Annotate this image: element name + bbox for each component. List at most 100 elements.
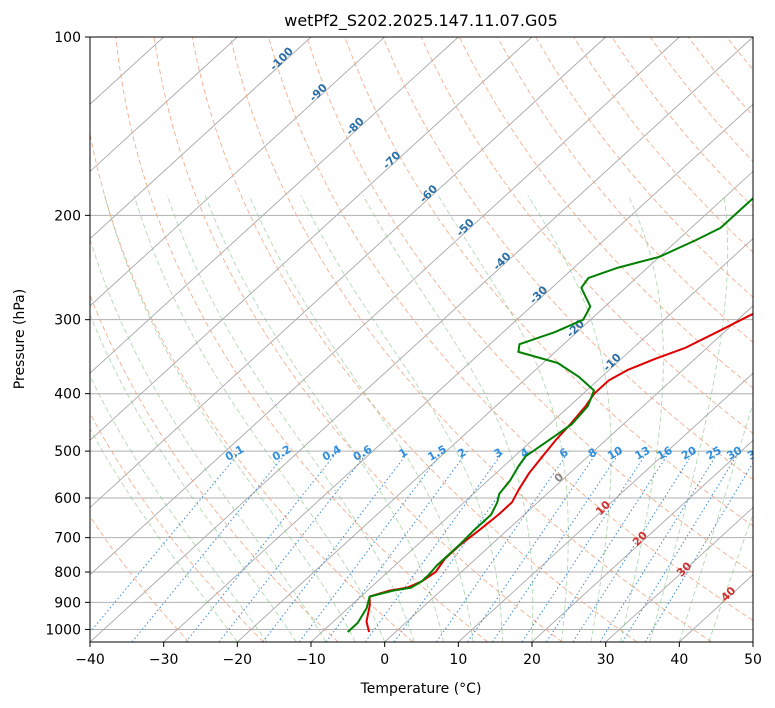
chart-title: wetPf2_S202.2025.147.11.07.G05 [284,11,558,31]
mixing-ratio-line [325,450,468,642]
mixing-ratio-line [218,450,369,642]
moist-adiabat-line [204,195,445,642]
y-tick-label: 100 [54,30,81,46]
dry-adiabat-line [726,37,753,71]
y-tick-label: 900 [54,595,81,611]
mixing-ratio-label: 2 [455,446,468,461]
mixing-ratio-line [467,450,599,642]
plot-frame [89,36,754,643]
mixing-ratio-label: 25 [704,444,724,463]
moist-adiabat-line [362,195,534,642]
mixing-ratio-line [435,450,570,642]
mixing-ratio-line [621,450,740,642]
mixing-ratio-label: 0.1 [223,443,246,464]
axis-ticks: −40 −30 −20 −10 0 10 20 30 40 50 1000 900 800 700 600 5… [45,30,762,668]
moist-adiabat-line [90,237,327,642]
x-tick-label: −30 [149,652,179,668]
isotherm-line [384,305,753,642]
sounding-profiles [347,196,753,633]
isotherm-label: -60 [417,182,440,205]
y-tick-label: 700 [54,531,81,547]
y-tick-label: 800 [54,565,81,581]
wet-adiabat-label: 10 [593,498,613,518]
moist-adiabat-line [300,195,503,642]
mixing-ratio-line [262,450,410,642]
moist-adiabat-line [166,195,415,642]
mixing-ratio-line [298,450,444,642]
dry-adiabat-line [649,37,753,163]
dry-adiabat-line [611,37,753,208]
mixing-ratio-label: 3 [492,446,505,461]
dry-adiabat-line [115,37,488,642]
mixing-ratio-label: 0.4 [320,442,344,463]
isotherm-line [531,439,753,642]
y-tick-label: 400 [54,387,81,403]
moist-adiabat-line [90,427,238,642]
moist-adiabat-line [104,195,356,642]
isotherm-label: -90 [307,81,330,104]
x-tick-label: 40 [670,652,688,668]
x-tick-label: 0 [380,652,389,668]
dewpoint-profile-line [347,196,753,633]
moist-adiabat-line [133,195,386,642]
background-reference-lines [90,37,775,642]
dry-adiabat-line [90,131,414,642]
mixing-ratio-line [644,461,753,642]
mixing-ratio-label: 0.6 [351,442,375,463]
mixing-ratio-label: 20 [679,444,699,463]
reference-line-labels: 0.1 0.2 0.4 0.6 1 1.5 2 3 4 6 8 10 13 16 20 25 30 36-100-… [223,44,753,604]
wet-adiabat-label: 40 [718,584,738,604]
y-tick-label: 600 [54,491,81,507]
y-tick-label: 500 [54,444,81,460]
moist-adiabat-line [708,513,753,642]
isotherm-line [90,37,606,509]
moist-adiabat-line [90,374,268,642]
x-tick-label: −40 [75,652,105,668]
mixing-ratio-label: 0.2 [270,443,293,464]
isotherm-line [752,641,753,642]
x-tick-label: 20 [523,652,541,668]
mixing-ratio-label: 6 [557,445,570,460]
dry-adiabat-line [344,37,753,527]
mixing-ratio-line [90,450,242,633]
moist-adiabat-line [90,313,297,642]
dry-adiabat-line [90,412,264,642]
dry-adiabat-line [191,37,638,642]
dry-adiabat-line [765,37,775,642]
x-tick-label: 30 [597,652,615,668]
moist-adiabat-line [248,195,474,642]
mixing-ratio-label: 1.5 [425,443,448,464]
x-tick-label: −20 [223,652,253,668]
isotherm-line [90,37,238,173]
moist-adiabat-line [649,195,729,642]
dry-adiabat-line [382,37,753,481]
isotherm-label: -70 [380,148,403,171]
isotherm-line [458,372,753,642]
dry-adiabat-line [229,37,712,642]
x-axis-label: Temperature (°C) [360,681,482,697]
isotherm-line [90,37,312,240]
isotherm-line [90,37,753,642]
isotherm-line [90,37,385,307]
dry-adiabat-line [306,37,753,574]
mixing-ratio-label: 10 [605,444,625,463]
isotherm-label: -30 [527,283,550,306]
isotherm-line [90,37,680,576]
x-tick-label: 50 [744,652,762,668]
mixing-ratio-line [364,450,505,642]
y-tick-label: 1000 [45,622,81,638]
isotherm-line [605,506,753,642]
mixing-ratio-line [572,450,695,642]
y-axis-label: Pressure (hPa) [12,289,28,389]
dry-adiabat-line [268,37,753,621]
dry-adiabat-line [535,37,753,298]
mixing-ratio-line [599,450,720,642]
mixing-ratio-line [393,450,531,642]
mixing-ratio-line [185,450,338,642]
moist-adiabat-line [619,195,664,642]
isotherm-line [163,103,753,642]
isotherm-line [90,37,459,374]
moist-adiabat-line [437,195,569,642]
dry-adiabat-line [153,37,563,642]
